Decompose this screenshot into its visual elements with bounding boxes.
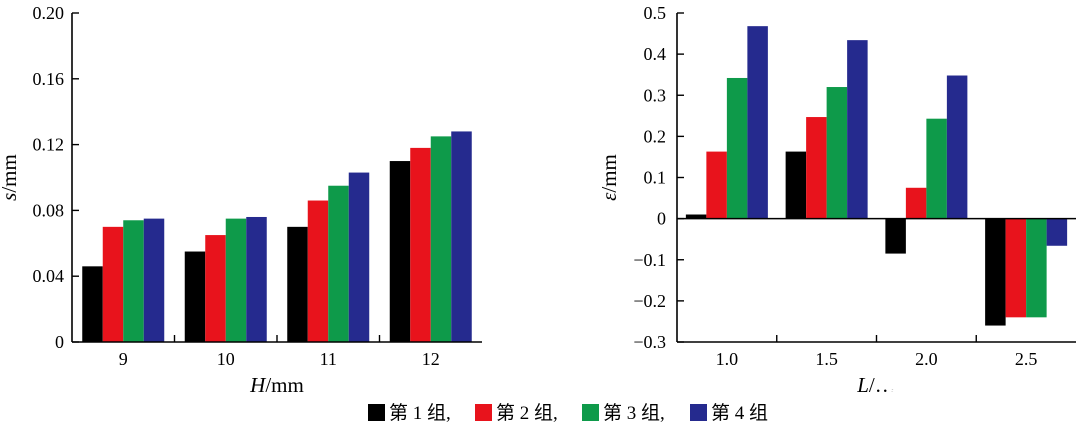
x-tick-label: 2.5: [1015, 349, 1038, 369]
y-tick-label: 0.4: [644, 44, 667, 64]
bar-1-s3-c2: [225, 218, 247, 342]
bar-2-s4-c4: [1046, 218, 1068, 246]
y-tick-label: 0.1: [644, 168, 667, 188]
legend-swatch-4: [690, 404, 707, 421]
bar-2-s3-c1: [726, 77, 748, 219]
x-axis-unit: /mm: [265, 373, 304, 397]
bar-2-s1-c3: [885, 218, 906, 254]
bar-2-s2-c2: [806, 117, 827, 219]
y-axis-title: ε/mm: [597, 154, 621, 201]
y-axis-unit: /mm: [0, 154, 21, 193]
x-axis-unit: /…: [869, 373, 896, 397]
legend-swatch-3: [582, 404, 599, 421]
x-tick-label: 11: [320, 349, 337, 369]
bar-1-s3-c3: [328, 185, 349, 342]
bar-1-s3-c4: [430, 136, 452, 342]
x-tick-label: 10: [217, 349, 235, 369]
legend-label-2: 第 2 组,: [496, 402, 558, 424]
y-tick-label: 0.5: [644, 3, 667, 23]
bar-2-s1-c1: [685, 214, 707, 219]
watermark: 汽车材料网: [883, 370, 1020, 395]
bar-1-s2-c2: [205, 235, 226, 342]
y-tick-label: −0.3: [633, 332, 666, 352]
bar-2-s1-c2: [785, 151, 807, 219]
bar-2-s3-c2: [826, 87, 848, 219]
legend: 第 1 组, 第 2 组, 第 3 组, 第 4 组: [368, 402, 768, 424]
bar-2-s4-c2: [847, 40, 868, 219]
x-axis-title: L/…: [856, 373, 896, 397]
y-axis-unit: /mm: [597, 154, 621, 193]
y-tick-label: 0.2: [644, 126, 667, 146]
bar-2-s2-c1: [706, 151, 727, 219]
x-tick-label: 9: [119, 349, 128, 369]
bar-1-s4-c3: [348, 172, 370, 342]
right-chart: −0.3 −0.2 −0.1 0 0.1 0.2 0.3 0.4 0.5 1.0 1.5 2.0 2.5…: [597, 3, 1076, 397]
bar-1-s4-c2: [246, 216, 267, 342]
y-tick-label: −0.1: [633, 250, 666, 270]
bar-2-s1-c4: [985, 218, 1006, 326]
x-axis-var: H: [249, 373, 267, 397]
legend-swatch-2: [475, 404, 492, 421]
legend-swatch-1: [368, 404, 385, 421]
y-tick-label: −0.2: [633, 291, 666, 311]
x-tick-label: 12: [422, 349, 440, 369]
bar-1-s2-c4: [410, 147, 431, 342]
y-axis-title: s/mm: [0, 154, 21, 201]
bar-2-s4-c1: [747, 26, 768, 219]
bar-1-s4-c1: [143, 218, 165, 342]
wechat-logo-icon: [883, 370, 905, 392]
y-axis-var: ε: [597, 192, 621, 201]
x-tick-label: 1.5: [815, 349, 838, 369]
bar-2-s3-c4: [1026, 218, 1047, 318]
x-axis-title: H/mm: [249, 373, 304, 397]
y-tick-label: 0.12: [33, 135, 65, 155]
x-tick-label: 1.0: [716, 349, 739, 369]
y-tick-label: 0: [657, 209, 666, 229]
left-chart: 00.040.080.120.160.209101112s/mmH/mm: [0, 3, 482, 397]
bar-2-s2-c3: [905, 187, 927, 219]
bar-1-s2-c1: [102, 226, 124, 342]
y-tick-label: 0.16: [33, 69, 65, 89]
bar-1-s1-c1: [82, 266, 103, 342]
x-axis-var: L: [856, 373, 869, 397]
bar-2-s2-c4: [1005, 218, 1027, 318]
y-tick-label: 0: [55, 332, 64, 352]
y-tick-label: 0.20: [33, 3, 65, 23]
bar-1-s2-c3: [307, 200, 329, 342]
watermark-text: 汽车材料网: [910, 370, 1020, 395]
y-axis-var: s: [0, 193, 21, 201]
bar-2-s4-c3: [946, 75, 968, 219]
legend-label-4: 第 4 组: [711, 402, 768, 424]
bar-1-s1-c4: [389, 161, 411, 342]
y-tick-label: 0.08: [33, 200, 65, 220]
y-tick-label: 0.04: [33, 266, 65, 286]
bar-2-s3-c3: [926, 118, 947, 219]
legend-label-3: 第 3 组,: [603, 402, 665, 424]
bar-1-s4-c4: [451, 131, 472, 342]
x-tick-label: 2.0: [915, 349, 938, 369]
bar-1-s1-c2: [184, 251, 206, 342]
legend-label-1: 第 1 组,: [389, 402, 451, 424]
bar-1-s3-c1: [123, 220, 144, 342]
bar-1-s1-c3: [287, 226, 308, 342]
y-tick-label: 0.3: [644, 85, 667, 105]
